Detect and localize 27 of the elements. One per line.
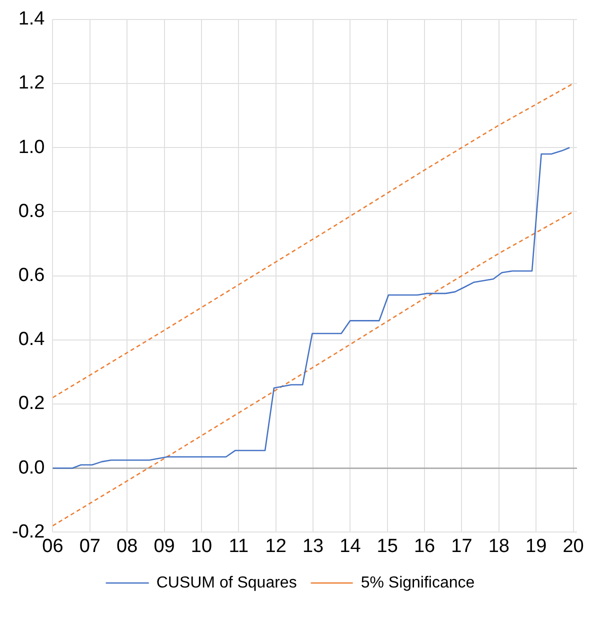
line-series	[52, 211, 574, 526]
x-tick-label: 08	[116, 536, 138, 557]
x-tick-label: 19	[526, 536, 547, 557]
x-tick-label: 06	[42, 536, 64, 557]
x-tick-label: 15	[376, 536, 398, 557]
y-tick-label: 1.0	[18, 136, 45, 158]
y-tick-label: 0.2	[18, 393, 45, 414]
line-series	[52, 82, 574, 398]
x-tick-label: 07	[79, 536, 100, 557]
x-tick-label: 18	[488, 536, 510, 557]
x-tick-label: 10	[190, 536, 212, 557]
legend-label: 5% Significance	[360, 574, 475, 592]
y-tick-label: 1.4	[18, 8, 46, 30]
x-tick-label: 17	[451, 536, 472, 557]
x-tick-label: 09	[154, 536, 175, 557]
y-tick-label: 0.6	[18, 265, 45, 286]
y-tick-label: 0.4	[18, 329, 46, 350]
x-tick-label: 20	[562, 536, 584, 557]
y-tick-label: 0.0	[18, 457, 45, 478]
x-tick-label: 16	[414, 536, 436, 557]
x-tick-label: 11	[228, 536, 249, 557]
y-tick-label: 1.2	[18, 72, 45, 94]
legend-label: CUSUM of Squares	[156, 574, 297, 592]
x-tick-label: 14	[340, 536, 362, 557]
y-tick-label: 0.8	[18, 200, 45, 222]
x-tick-label: 12	[265, 536, 286, 557]
x-tick-label: 13	[302, 536, 324, 557]
